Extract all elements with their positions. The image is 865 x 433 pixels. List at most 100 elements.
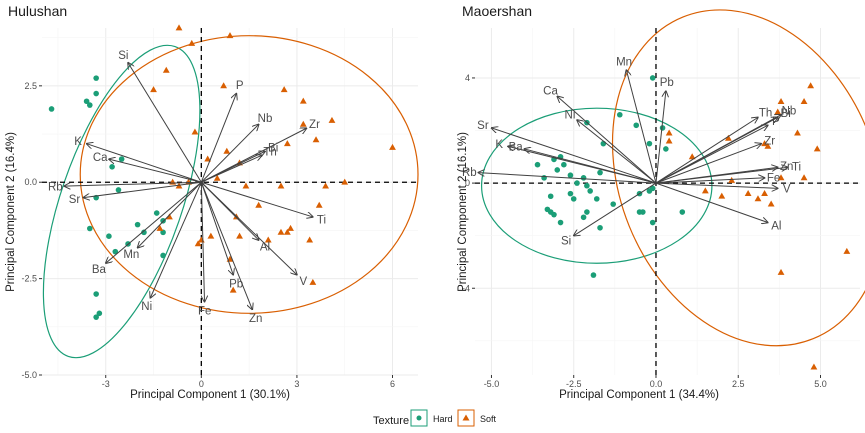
- hulushan-loading-label-sr: Sr: [69, 194, 81, 206]
- maoershan-point-soft: [718, 192, 726, 199]
- hulushan-point-soft: [283, 140, 291, 147]
- maoershan-point-soft: [843, 247, 851, 254]
- hulushan-loading-label-p: P: [236, 80, 244, 92]
- hulushan-point-soft: [175, 24, 183, 31]
- maoershan-ticks: -5.0 -2.5 0.0 2.5 5.0 4 0 -4: [462, 73, 827, 389]
- maoershan-point-hard: [554, 167, 561, 173]
- hulushan-point-soft: [204, 155, 212, 162]
- hulushan-loading-label-nb: Nb: [258, 113, 273, 125]
- hulushan-loading-arrow-th: [201, 155, 262, 183]
- maoershan-point-hard: [649, 185, 656, 192]
- hulushan-point-soft: [236, 232, 243, 239]
- maoershan-point-hard: [646, 140, 653, 147]
- hulushan-point-hard: [134, 221, 141, 228]
- maoershan-point-hard: [561, 161, 567, 168]
- maoershan-point-soft: [665, 129, 673, 136]
- maoershan-loading-label-ba: Ba: [509, 142, 524, 154]
- hulushan-point-soft: [264, 236, 272, 243]
- hulushan-loading-label-zr: Zr: [309, 119, 320, 131]
- maoershan-loading-arrow-ba: [524, 149, 657, 184]
- legend-hard-circle-icon: [416, 415, 422, 421]
- hulushan-y-tick-label: -2.5: [21, 274, 37, 284]
- hulushan-loading-arrow-rb: [64, 181, 202, 186]
- hulushan-point-soft: [277, 182, 285, 189]
- hulushan-x-tick-label: -3: [102, 379, 110, 389]
- hulushan-point-soft: [287, 224, 294, 231]
- maoershan-point-hard: [547, 193, 554, 200]
- hulushan-point-hard: [93, 90, 99, 97]
- maoershan-point-soft: [665, 137, 673, 144]
- maoershan-loading-label-al: Al: [771, 221, 781, 233]
- hulushan-loading-label-si: Si: [118, 50, 128, 62]
- y-axis-label-maoershan: Principal Component 2 (16.1%): [457, 132, 469, 292]
- hulushan-loading-label-mn: Mn: [123, 249, 139, 261]
- hulushan-point-soft: [191, 128, 199, 135]
- hulushan-point-soft: [223, 147, 231, 154]
- maoershan-loading-label-ni: Ni: [565, 109, 576, 121]
- hulushan-point-hard: [93, 75, 99, 81]
- maoershan-point-soft: [701, 187, 709, 194]
- maoershan-point-soft: [774, 108, 782, 115]
- hulushan-loading-label-ca: Ca: [93, 152, 108, 164]
- maoershan-point-hard: [600, 140, 607, 147]
- hulushan-loading-label-th: Th: [263, 147, 276, 159]
- maoershan-loading-label-rb: Rb: [462, 167, 477, 179]
- hulushan-point-hard: [106, 233, 112, 239]
- maoershan-point-hard: [663, 146, 669, 152]
- x-axis-label-maoershan: Principal Component 1 (34.4%): [559, 389, 719, 401]
- maoershan-points: [534, 75, 851, 370]
- hulushan-loading-arrow-fe: [200, 182, 204, 302]
- hulushan-ellipse-soft: [79, 35, 419, 314]
- hulushan-point-soft: [283, 228, 291, 235]
- hulushan-point-hard: [86, 102, 93, 108]
- maoershan-loading-arrow-nb: [655, 115, 781, 184]
- hulushan-point-hard: [109, 164, 115, 170]
- maoershan-point-soft: [777, 174, 785, 181]
- maoershan-point-hard: [580, 214, 587, 221]
- maoershan-loading-label-nb: Nb: [782, 105, 797, 117]
- maoershan-point-soft: [767, 200, 775, 207]
- legend-item-hard[interactable]: Hard: [410, 409, 453, 427]
- maoershan-x-tick-label: -2.5: [566, 379, 582, 389]
- hulushan-loading-arrow-nb: [200, 124, 258, 183]
- maoershan-loading-arrow-rb: [478, 173, 657, 184]
- maoershan-loading-label-sr: Sr: [477, 120, 489, 132]
- maoershan-point-hard: [659, 125, 666, 131]
- hulushan-x-tick-label: 0: [199, 379, 204, 389]
- hulushan-point-hard: [160, 229, 166, 236]
- maoershan-y-tick-label: 4: [465, 73, 470, 83]
- maoershan-point-soft: [813, 145, 821, 152]
- legend-soft-triangle-icon: [462, 414, 470, 421]
- hulushan-x-tick-label: 6: [390, 379, 395, 389]
- legend-item-soft[interactable]: Soft: [457, 409, 497, 427]
- maoershan-point-hard: [649, 75, 656, 81]
- maoershan-point-hard: [567, 190, 574, 197]
- hulushan-point-hard: [153, 210, 160, 216]
- maoershan-point-soft: [744, 190, 752, 197]
- hulushan-point-soft: [162, 66, 170, 73]
- maoershan-loading-arrow-fe: [655, 178, 765, 184]
- maoershan-loading-arrow-pb: [655, 91, 666, 184]
- maoershan-loading-arrow-al: [655, 182, 768, 222]
- hulushan-loading-arrow-v: [200, 181, 297, 275]
- maoershan-point-hard: [640, 209, 646, 215]
- maoershan-point-soft: [807, 82, 815, 89]
- maoershan-loading-label-zr: Zr: [764, 136, 775, 148]
- hulushan-point-hard: [83, 98, 90, 105]
- maoershan-point-soft: [810, 363, 818, 370]
- hulushan-loading-arrow-ca: [109, 159, 202, 183]
- hulushan-loading-label-ti: Ti: [317, 215, 326, 227]
- maoershan-point-hard: [567, 172, 574, 179]
- maoershan-point-hard: [584, 209, 590, 215]
- hulushan-point-soft: [328, 116, 336, 123]
- maoershan-ellipses: [480, 9, 865, 347]
- maoershan-point-soft: [777, 268, 785, 275]
- maoershan-point-hard: [570, 196, 577, 202]
- hulushan-point-soft: [197, 236, 205, 243]
- maoershan-point-hard: [557, 219, 564, 226]
- hulushan-loading-label-ba: Ba: [92, 264, 107, 276]
